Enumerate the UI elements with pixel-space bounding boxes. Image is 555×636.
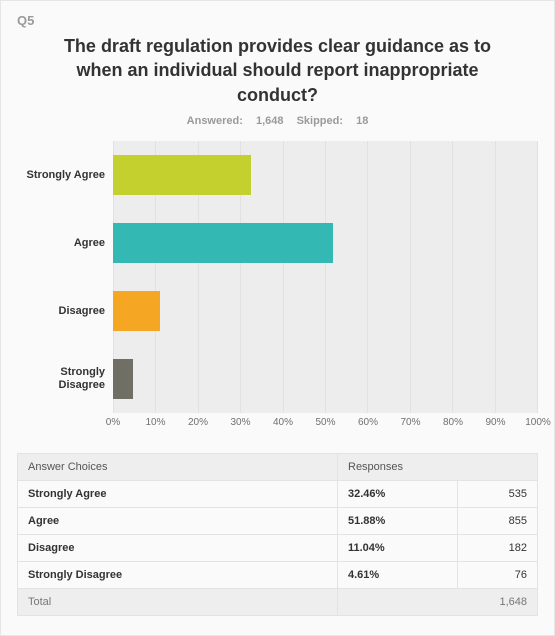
plot-wrap: 0%10%20%30%40%50%60%70%80%90%100%	[113, 141, 538, 435]
skipped-value: 18	[356, 115, 368, 127]
answered-label: Answered:	[187, 115, 243, 127]
bar-chart: Strongly AgreeAgreeDisagreeStrongly Disa…	[17, 141, 538, 435]
x-axis-tick: 20%	[188, 417, 208, 428]
table-row: Strongly Disagree4.61%76	[18, 561, 538, 588]
bar-row	[113, 141, 537, 209]
bar	[113, 223, 333, 263]
x-axis-tick: 70%	[400, 417, 420, 428]
plot-area	[113, 141, 538, 413]
total-value: 1,648	[338, 588, 538, 615]
table-row: Agree51.88%855	[18, 507, 538, 534]
cell-choice: Strongly Disagree	[18, 561, 338, 588]
y-axis-label: Strongly Agree	[17, 141, 105, 209]
total-label: Total	[18, 588, 338, 615]
bar-row	[113, 209, 537, 277]
col-choices: Answer Choices	[18, 453, 338, 480]
table-row: Strongly Agree32.46%535	[18, 480, 538, 507]
x-axis-tick: 50%	[315, 417, 335, 428]
cell-choice: Strongly Agree	[18, 480, 338, 507]
col-responses: Responses	[338, 453, 538, 480]
survey-question-card: Q5 The draft regulation provides clear g…	[0, 0, 555, 636]
table-row: Disagree11.04%182	[18, 534, 538, 561]
x-axis-tick: 60%	[358, 417, 378, 428]
y-axis-label: Disagree	[17, 277, 105, 345]
cell-count: 855	[458, 507, 538, 534]
y-axis-label: Strongly Disagree	[17, 345, 105, 413]
cell-pct: 32.46%	[338, 480, 458, 507]
x-axis-tick: 90%	[485, 417, 505, 428]
x-axis-tick: 80%	[443, 417, 463, 428]
bar-row	[113, 345, 537, 413]
question-number: Q5	[17, 13, 538, 28]
cell-pct: 11.04%	[338, 534, 458, 561]
cell-choice: Disagree	[18, 534, 338, 561]
x-axis-tick: 0%	[106, 417, 120, 428]
x-axis-tick: 10%	[145, 417, 165, 428]
bar	[113, 155, 251, 195]
skipped-label: Skipped:	[297, 115, 343, 127]
x-axis-tick: 30%	[230, 417, 250, 428]
x-axis-tick: 40%	[273, 417, 293, 428]
bar	[113, 291, 160, 331]
question-title: The draft regulation provides clear guid…	[17, 34, 538, 107]
cell-count: 182	[458, 534, 538, 561]
bar	[113, 359, 133, 399]
response-meta: Answered: 1,648 Skipped: 18	[17, 115, 538, 127]
cell-choice: Agree	[18, 507, 338, 534]
answered-value: 1,648	[256, 115, 284, 127]
cell-pct: 51.88%	[338, 507, 458, 534]
gridline	[537, 141, 538, 413]
y-axis-label: Agree	[17, 209, 105, 277]
cell-pct: 4.61%	[338, 561, 458, 588]
cell-count: 76	[458, 561, 538, 588]
y-axis-labels: Strongly AgreeAgreeDisagreeStrongly Disa…	[17, 141, 113, 413]
x-axis-tick: 100%	[525, 417, 551, 428]
cell-count: 535	[458, 480, 538, 507]
bar-row	[113, 277, 537, 345]
responses-table: Answer Choices Responses Strongly Agree3…	[17, 453, 538, 616]
x-axis: 0%10%20%30%40%50%60%70%80%90%100%	[113, 417, 538, 435]
